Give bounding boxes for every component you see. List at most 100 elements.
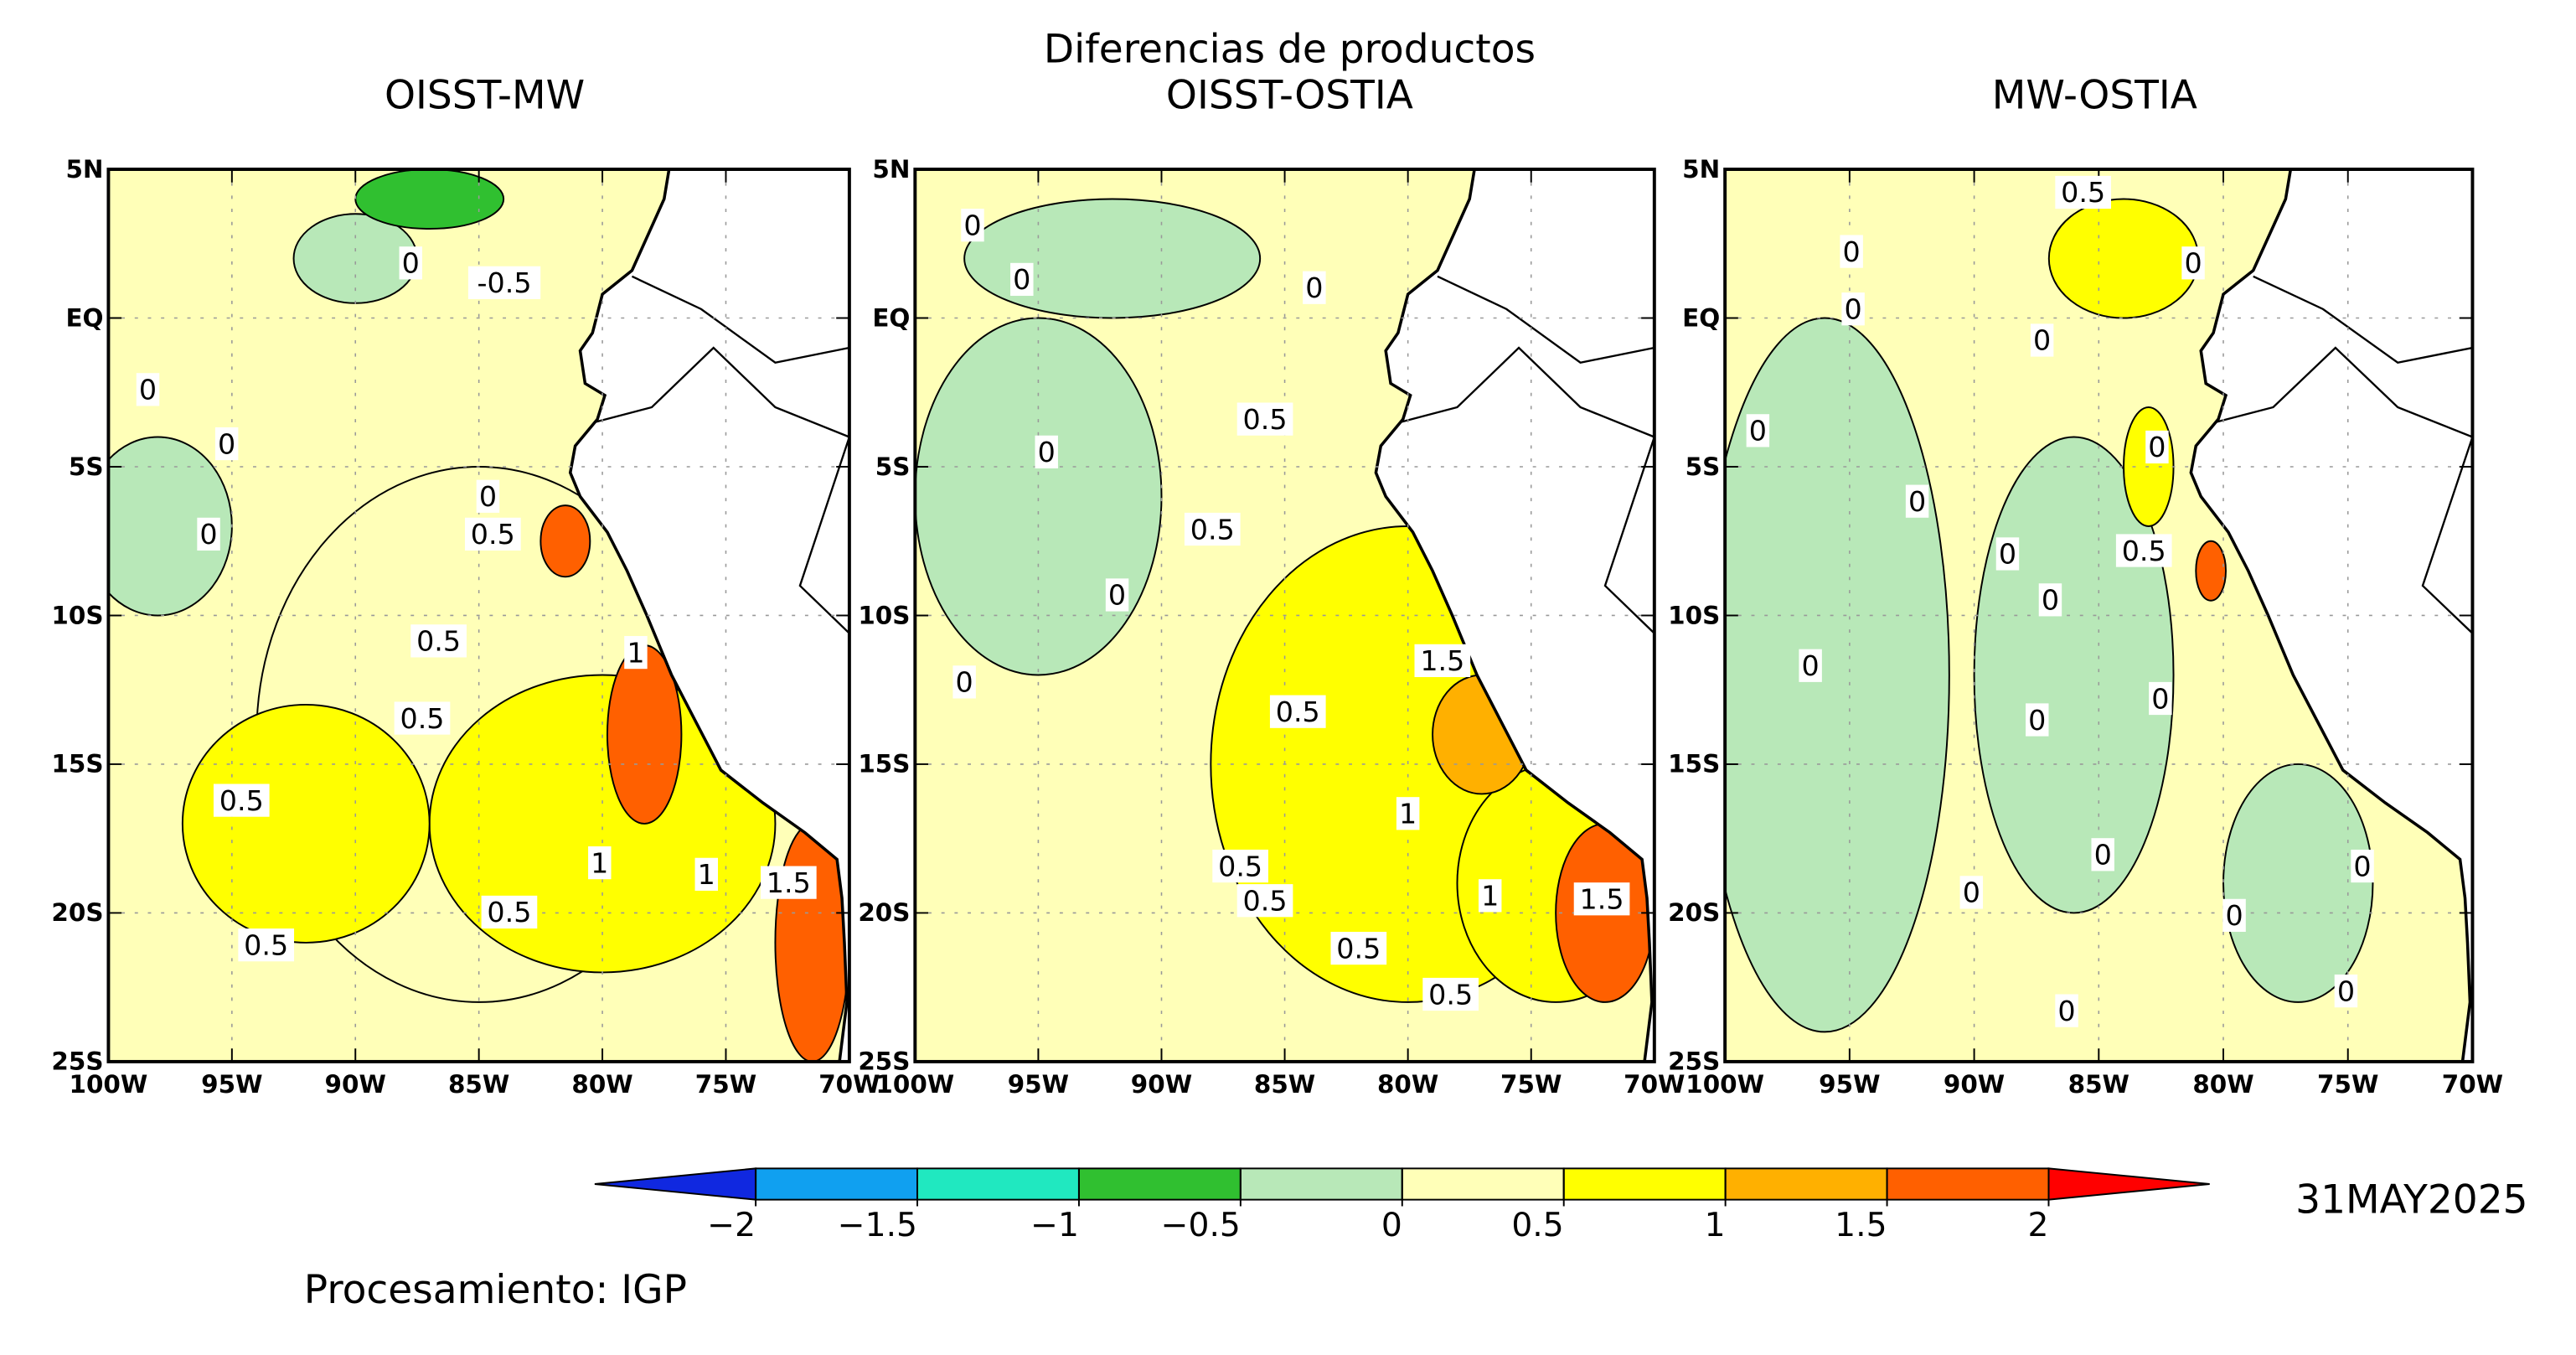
contour-label-bg — [394, 701, 451, 735]
contour-label: 0 — [139, 374, 157, 406]
contour-label: 0.5 — [2061, 176, 2105, 209]
colorbar-label: 0.5 — [1511, 1207, 1563, 1244]
panel-title: MW-OSTIA — [1992, 72, 2197, 118]
colorbar-cell — [1077, 1167, 1242, 1201]
contour-label-bg — [2038, 583, 2062, 617]
contour-label-bg — [197, 517, 220, 551]
lat-label: 5S — [1685, 453, 1721, 481]
colorbar-cell — [916, 1167, 1080, 1201]
contour-label: 0 — [2042, 584, 2059, 617]
contour-label-bg — [1422, 977, 1479, 1011]
panel-title: OISST-OSTIA — [1166, 72, 1413, 118]
panel-title: OISST-MW — [385, 72, 585, 118]
lat-label: EQ — [872, 303, 910, 332]
contour-label: 0 — [2151, 682, 2169, 715]
lat-label: EQ — [65, 303, 103, 332]
colorbar-label: −0.5 — [1161, 1207, 1241, 1244]
border — [1400, 346, 1655, 635]
contour-label: 0.5 — [1218, 850, 1262, 882]
coastline — [2189, 169, 2472, 1062]
contour-label-bg — [694, 857, 718, 891]
contour-label: 0.5 — [416, 625, 461, 658]
land — [1376, 169, 1655, 1062]
contour-label-bg — [1840, 235, 1863, 268]
colorbar-label: 1.5 — [1835, 1207, 1887, 1244]
contour-label-bg — [2026, 703, 2049, 737]
lon-label: 95W — [1819, 1070, 1880, 1099]
lon-label: 75W — [695, 1070, 756, 1099]
lat-label: 5S — [69, 453, 104, 481]
lat-label: 20S — [858, 898, 910, 927]
anomaly-region — [181, 703, 431, 944]
contour-label-bg — [1959, 876, 1984, 909]
contour-label: 0.5 — [219, 784, 264, 817]
lat-label: 20S — [1668, 898, 1720, 927]
anomaly-region — [2222, 763, 2374, 1003]
contour-label-bg — [1841, 292, 1865, 326]
contour-label: 0 — [1843, 235, 1861, 268]
contour-label: 1 — [698, 858, 715, 891]
contour-label-bg — [1269, 695, 1326, 728]
contour-label: 0 — [1038, 436, 1056, 468]
contour-label: 0 — [956, 666, 973, 699]
contour-label: 0 — [2225, 899, 2243, 932]
lon-label: 100W — [875, 1070, 954, 1099]
contour-label-bg — [410, 624, 467, 658]
contour-label: 0 — [1305, 272, 1323, 304]
lat-label: 25S — [1668, 1047, 1720, 1076]
land — [570, 169, 849, 1062]
contour-label-bg — [214, 427, 239, 461]
contour-label: 0 — [1749, 415, 1767, 447]
contour-label-bg — [1573, 882, 1630, 916]
lon-label: 85W — [448, 1070, 509, 1099]
colorbar-cell — [755, 1167, 919, 1201]
border — [2253, 258, 2473, 365]
lon-label: 75W — [1500, 1070, 1562, 1099]
contour-label: 0 — [1013, 263, 1030, 296]
date: 31MAY2025 — [2295, 1177, 2527, 1223]
anomaly-region — [1725, 317, 1950, 1033]
anomaly-region — [354, 169, 505, 230]
lat-label: 15S — [1668, 750, 1720, 778]
contour-label-bg — [481, 895, 538, 929]
contour-label: 0 — [1999, 538, 2016, 571]
border — [631, 258, 849, 365]
contour-label: 0 — [479, 480, 497, 513]
contour-label: 0.5 — [2122, 535, 2166, 567]
lon-label: 90W — [325, 1070, 386, 1099]
lon-label: 100W — [1685, 1070, 1764, 1099]
anomaly-region — [2195, 540, 2227, 602]
colorbar-cell — [1724, 1167, 1888, 1201]
colorbar-cell — [2047, 1167, 2210, 1201]
contour-label-bg — [399, 246, 423, 280]
contour-label-bg — [2145, 430, 2169, 464]
lon-label: 80W — [2192, 1070, 2253, 1099]
contour-label: 0 — [1963, 877, 1980, 909]
contour-label-bg — [2149, 681, 2172, 716]
lat-label: 25S — [51, 1047, 103, 1076]
contour-label: 0 — [1908, 485, 1926, 518]
anomaly-region — [963, 198, 1262, 319]
lon-label: 85W — [1254, 1070, 1315, 1099]
contour-label-bg — [2181, 246, 2205, 280]
contour-label-bg — [1184, 512, 1241, 546]
contour-label: 1 — [627, 636, 644, 669]
contour-label-bg — [464, 517, 521, 551]
panel-frame — [913, 168, 1656, 1063]
contour-label-bg — [1236, 884, 1293, 918]
contour-label-bg — [467, 266, 541, 299]
contour-label-bg — [2351, 849, 2374, 883]
contour-label: 1.5 — [767, 866, 811, 899]
contour-label: 0.5 — [1190, 513, 1235, 546]
contour-label-bg — [1105, 578, 1129, 612]
contour-label-bg — [136, 373, 160, 406]
contour-label: 0 — [2337, 975, 2355, 1007]
contour-label: -0.5 — [478, 266, 532, 299]
contour-label-bg — [1035, 435, 1058, 468]
panel-frame — [1723, 168, 2475, 1063]
border — [2215, 346, 2473, 635]
map-panel — [1725, 169, 2473, 1062]
figure-title: Diferencias de productos — [1044, 27, 1536, 73]
contour-label-bg — [1478, 879, 1502, 913]
contour-label: 0.5 — [400, 702, 444, 735]
